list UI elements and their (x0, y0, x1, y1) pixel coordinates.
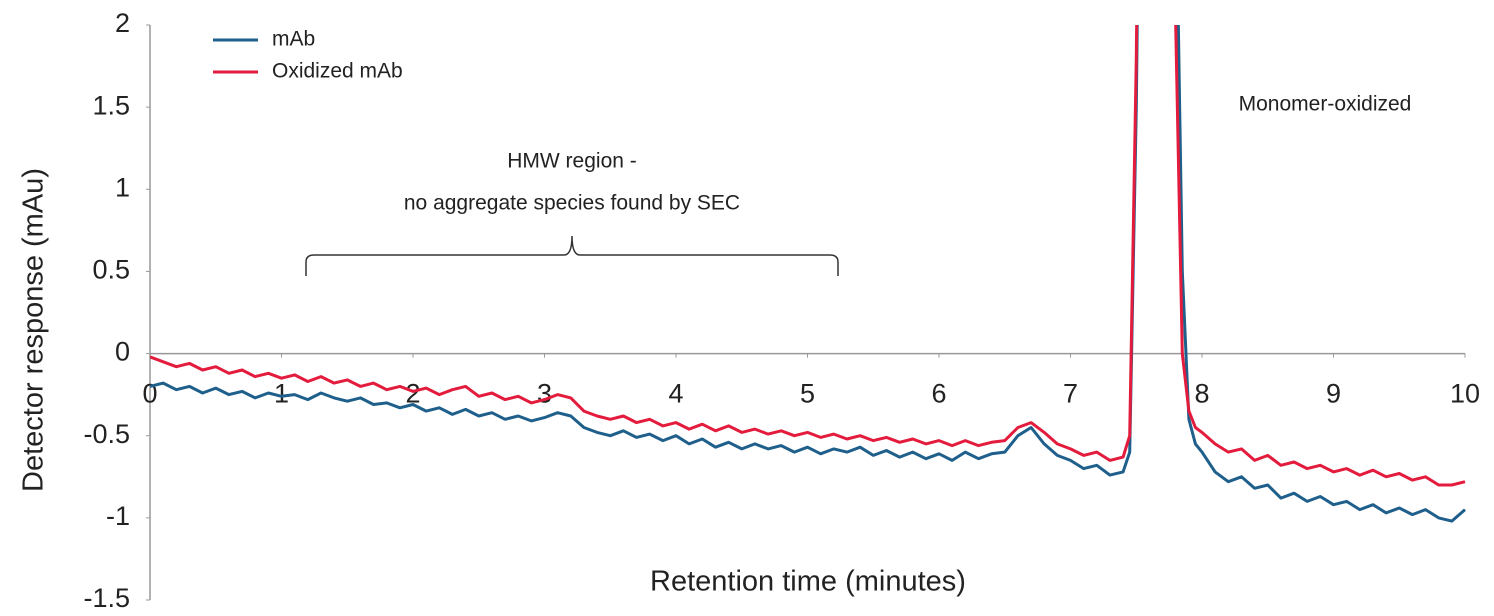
x-tick-label: 7 (1063, 379, 1078, 409)
x-tick-label: 2 (405, 379, 420, 409)
x-tick-label: 10 (1450, 379, 1480, 409)
y-tick-label: 0.5 (92, 255, 130, 285)
y-axis-title: Detector response (mAu) (18, 168, 50, 492)
y-tick-label: -1.5 (83, 583, 130, 613)
plot-area (150, 25, 1466, 523)
x-tick-label: 9 (1326, 379, 1341, 409)
x-tick-label: 4 (668, 379, 683, 409)
x-tick-label: 3 (537, 379, 552, 409)
series-line (150, 25, 1466, 487)
x-tick-label: 8 (1194, 379, 1209, 409)
series-line (150, 25, 1466, 523)
y-tick-label: 2 (115, 8, 130, 38)
y-tick-label: -1 (106, 501, 130, 531)
legend-label: Oxidized mAb (272, 60, 403, 83)
y-tick-label: 1.5 (92, 90, 130, 120)
annotation: HMW region - (507, 150, 637, 173)
annotation: Monomer-oxidized (1239, 93, 1412, 116)
annotation: no aggregate species found by SEC (404, 192, 740, 215)
x-tick-label: 6 (931, 379, 946, 409)
y-tick-label: 0 (115, 337, 130, 367)
x-tick-label: 1 (274, 379, 289, 409)
brace (305, 235, 839, 276)
y-tick-label: -0.5 (83, 419, 130, 449)
legend-label: mAb (272, 28, 315, 51)
x-tick-label: 5 (800, 379, 815, 409)
x-axis-title: Retention time (minutes) (650, 566, 966, 598)
y-tick-label: 1 (115, 172, 130, 202)
x-tick-label: 0 (142, 379, 157, 409)
